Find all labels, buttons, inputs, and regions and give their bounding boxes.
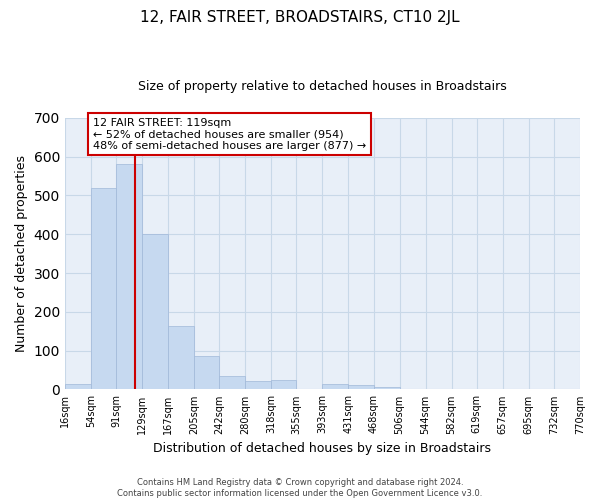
Bar [91,188,116,390]
Bar [322,384,349,390]
Bar [194,356,219,390]
Title: Size of property relative to detached houses in Broadstairs: Size of property relative to detached ho… [138,80,507,93]
Bar [245,381,271,390]
Bar [116,164,142,390]
Bar [168,326,194,390]
X-axis label: Distribution of detached houses by size in Broadstairs: Distribution of detached houses by size … [154,442,491,455]
Text: 12, FAIR STREET, BROADSTAIRS, CT10 2JL: 12, FAIR STREET, BROADSTAIRS, CT10 2JL [140,10,460,25]
Bar [142,234,168,390]
Bar [65,384,91,390]
Bar [219,376,245,390]
Text: 12 FAIR STREET: 119sqm
← 52% of detached houses are smaller (954)
48% of semi-de: 12 FAIR STREET: 119sqm ← 52% of detached… [93,118,366,151]
Bar [349,385,374,390]
Text: Contains HM Land Registry data © Crown copyright and database right 2024.
Contai: Contains HM Land Registry data © Crown c… [118,478,482,498]
Y-axis label: Number of detached properties: Number of detached properties [15,155,28,352]
Bar [374,388,400,390]
Bar [271,380,296,390]
